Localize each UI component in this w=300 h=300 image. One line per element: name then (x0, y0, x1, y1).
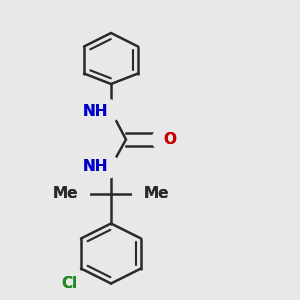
Circle shape (152, 128, 175, 151)
Circle shape (97, 100, 119, 122)
Circle shape (133, 182, 155, 205)
Circle shape (97, 155, 119, 178)
Text: NH: NH (82, 103, 108, 118)
Text: NH: NH (82, 103, 108, 118)
Text: Me: Me (52, 186, 78, 201)
Text: Me: Me (144, 186, 170, 201)
Circle shape (67, 182, 89, 205)
Text: Cl: Cl (62, 276, 78, 291)
Circle shape (67, 272, 89, 295)
Text: O: O (164, 132, 176, 147)
Text: Me: Me (144, 186, 170, 201)
Text: O: O (164, 132, 176, 147)
Text: NH: NH (82, 159, 108, 174)
Text: NH: NH (82, 159, 108, 174)
Text: Me: Me (52, 186, 78, 201)
Text: Cl: Cl (62, 276, 78, 291)
